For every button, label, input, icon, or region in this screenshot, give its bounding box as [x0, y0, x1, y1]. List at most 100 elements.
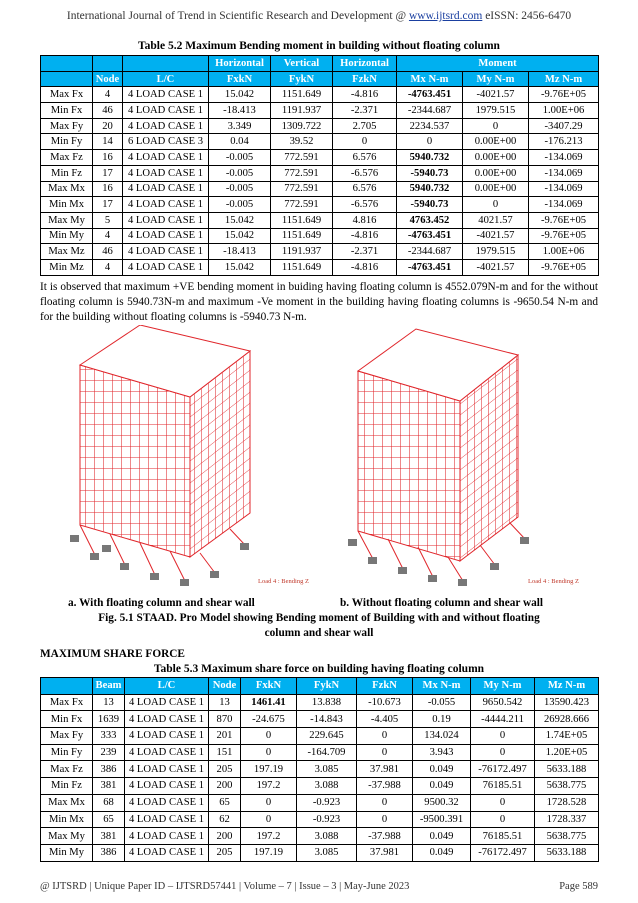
table-cell: -0.055: [412, 693, 471, 712]
table-cell: Max Fy: [40, 727, 93, 745]
table-cell: 4 LOAD CASE 1: [122, 180, 209, 198]
table-cell: 6.576: [332, 180, 397, 198]
table-row: Min Fx 46 4 LOAD CASE 1 -18.413 1191.937 -2.3…: [40, 102, 600, 119]
table-cell: 4 LOAD CASE 1: [122, 117, 209, 135]
table-cell: -76172.497: [470, 843, 535, 862]
table-cell: 15.042: [208, 227, 271, 245]
table-cell: 6 LOAD CASE 3: [122, 133, 209, 151]
table-cell: 0: [240, 793, 297, 812]
table-cell: 134.024: [412, 727, 471, 745]
table-cell: Max Fz: [40, 760, 93, 779]
table-title: Table 5.3 Maximum share force on buildin…: [153, 663, 485, 675]
table-cell: Max Fx: [40, 86, 93, 104]
table-cell: 17: [92, 196, 123, 213]
table-cell: -4.816: [332, 86, 397, 104]
header-cell: Node: [208, 677, 241, 695]
table-cell: 1151.649: [270, 258, 333, 276]
table: Beam L/C Node FxkN FykN FzkN Mx N-m My N-m Mz N-…: [40, 677, 599, 862]
subcaption: a. With floating column and shear wall: [68, 597, 255, 609]
header-cell: L/C: [124, 677, 209, 695]
table-cell: 9500.32: [412, 793, 471, 812]
table-row: Min Mx 17 4 LOAD CASE 1 -0.005 772.591 -6.576…: [40, 196, 600, 213]
table-cell: -0.005: [208, 164, 271, 182]
table-cell: -37.988: [356, 777, 413, 795]
table-cell: 0: [240, 810, 297, 829]
table-cell: Min Fy: [40, 743, 93, 762]
table-row: Max Fx 4 4 LOAD CASE 1 15.042 1151.649 -4.816…: [40, 86, 600, 104]
table-cell: -2344.687: [396, 102, 463, 119]
table-cell: 0.00E+00: [462, 133, 529, 151]
table-cell: 20: [92, 117, 123, 135]
table-cell: Min My: [40, 843, 93, 862]
table-cell: 3.085: [296, 843, 357, 862]
table-cell: 15.042: [208, 258, 271, 276]
table-cell: 37.981: [356, 760, 413, 779]
table-cell: 68: [92, 793, 125, 812]
table-cell: -134.069: [527, 196, 600, 213]
table-cell: 4 LOAD CASE 1: [124, 693, 209, 712]
table-row: Max My 5 4 LOAD CASE 1 15.042 1151.649 4.816 4…: [40, 211, 600, 229]
header-cell: [40, 55, 93, 72]
table: Horizontal Vertical Horizontal Moment No…: [40, 55, 600, 276]
site-link[interactable]: www.ijtsrd.com: [408, 10, 483, 22]
table-cell: 1.00E+06: [527, 243, 600, 260]
table-cell: Max Mz: [40, 243, 93, 260]
table-cell: 386: [92, 843, 125, 862]
table-cell: -18.413: [208, 243, 271, 260]
table-cell: 4 LOAD CASE 1: [122, 149, 209, 166]
table-cell: 0: [470, 810, 535, 829]
table-cell: 0: [462, 117, 529, 135]
header-cell: FykN: [296, 677, 357, 695]
table-cell: 0.049: [412, 843, 471, 862]
table-cell: 5638.775: [534, 777, 599, 795]
table-cell: 1979.515: [462, 102, 529, 119]
table-cell: Max Fz: [40, 149, 93, 166]
table-cell: 4 LOAD CASE 1: [122, 102, 209, 119]
table-cell: 4 LOAD CASE 1: [122, 211, 209, 229]
header-cell: Mz N-m: [534, 677, 599, 695]
table-cell: 76185.51: [470, 777, 535, 795]
header-cell: [40, 70, 93, 88]
table-cell: 151: [208, 743, 241, 762]
table-cell: -0.005: [208, 196, 271, 213]
table-cell: 205: [208, 843, 241, 862]
table-cell: 5: [92, 211, 123, 229]
table-cell: 76185.51: [470, 827, 535, 845]
footer-left: @ IJTSRD | Unique Paper ID – IJTSRD57441…: [40, 881, 410, 892]
table-cell: 65: [208, 793, 241, 812]
table-cell: 13.838: [296, 693, 357, 712]
table-cell: 5633.188: [534, 760, 599, 779]
table-cell: -3407.29: [527, 117, 600, 135]
table-cell: 197.2: [240, 827, 297, 845]
table-cell: 870: [208, 710, 241, 729]
table-cell: 14: [92, 133, 123, 151]
table-cell: 13: [92, 693, 125, 712]
table-cell: -134.069: [527, 180, 600, 198]
table-cell: -4.405: [356, 710, 413, 729]
table-cell: -2.371: [332, 243, 397, 260]
table-cell: -9.76E+05: [527, 258, 600, 276]
header-cell: FzkN: [332, 70, 397, 88]
table-cell: Max My: [40, 211, 93, 229]
table-cell: 15.042: [208, 211, 271, 229]
table-cell: Min Fz: [40, 777, 93, 795]
table-cell: 4.816: [332, 211, 397, 229]
table-cell: Max Fy: [40, 117, 93, 135]
header-cell: Vertical: [270, 55, 333, 72]
table-cell: Max Mx: [40, 180, 93, 198]
table-cell: -164.709: [296, 743, 357, 762]
table-cell: 4 LOAD CASE 1: [122, 227, 209, 245]
table-cell: Min Mx: [40, 810, 93, 829]
table-cell: -0.005: [208, 149, 271, 166]
table-cell: 1151.649: [270, 227, 333, 245]
table-row: Max Fz 16 4 LOAD CASE 1 -0.005 772.591 6.576 5…: [40, 149, 600, 166]
table-row: Min Fz 381 4 LOAD CASE 1 200 197.2 3.088 -37.9…: [40, 777, 599, 795]
figure: Load 4 : Bending Z Load 4 : Bending Z: [70, 325, 579, 586]
table-cell: 4 LOAD CASE 1: [124, 843, 209, 862]
table-cell: 4: [92, 227, 123, 245]
header-cell: Node: [92, 70, 123, 88]
table-cell: -0.005: [208, 180, 271, 198]
table-cell: 4 LOAD CASE 1: [124, 727, 209, 745]
table-cell: 0.19: [412, 710, 471, 729]
table-cell: 381: [92, 827, 125, 845]
